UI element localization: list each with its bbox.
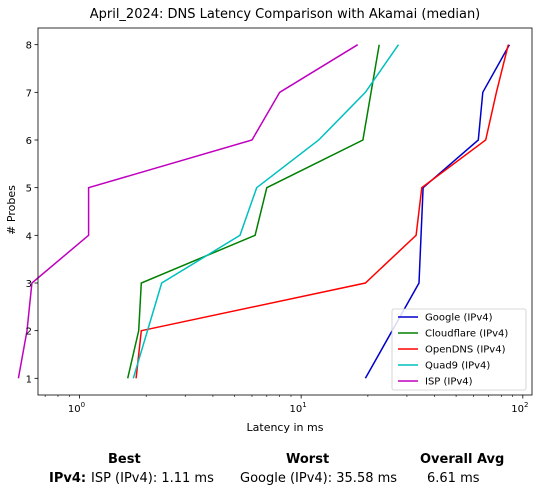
x-axis-label: Latency in ms — [247, 421, 324, 434]
series-line-1 — [126, 44, 380, 379]
y-tick-label-6: 7 — [26, 88, 32, 99]
worst-value: Google (IPv4): 35.58 ms — [240, 471, 398, 486]
best-header: Best — [108, 452, 141, 467]
y-tick-label-1: 2 — [26, 327, 32, 338]
series-line-2 — [135, 44, 510, 379]
y-tick-label-0: 1 — [26, 374, 32, 385]
x-tick-label-1: 101 — [290, 401, 307, 415]
x-tick-label-2: 102 — [511, 401, 528, 415]
latency-chart: April_2024: DNS Latency Comparison with … — [5, 7, 533, 434]
x-tick-label-0: 100 — [68, 401, 85, 415]
legend-label-3: Quad9 (IPv4) — [425, 361, 490, 372]
y-tick-label-3: 4 — [26, 231, 32, 242]
legend-label-1: Cloudflare (IPv4) — [425, 329, 508, 340]
legend-label-4: ISP (IPv4) — [425, 377, 473, 388]
ipv4-row-label: IPv4: — [49, 471, 87, 486]
overall-avg-value: 6.61 ms — [427, 471, 480, 486]
legend-label-2: OpenDNS (IPv4) — [425, 345, 506, 356]
legend-label-0: Google (IPv4) — [425, 313, 493, 324]
y-axis-label: # Probes — [5, 185, 18, 235]
y-tick-label-7: 8 — [26, 41, 32, 52]
series-line-3 — [132, 44, 400, 379]
series-line-4 — [17, 44, 359, 379]
summary-table: Best Worst Overall Avg IPv4: ISP (IPv4):… — [0, 448, 541, 496]
plot-frame — [37, 27, 533, 396]
y-tick-label-5: 6 — [26, 136, 32, 147]
worst-header: Worst — [286, 452, 330, 467]
series-line-0 — [364, 44, 511, 379]
y-tick-label-4: 5 — [26, 184, 32, 195]
y-tick-label-2: 3 — [26, 279, 32, 290]
legend-box — [391, 308, 527, 391]
legend: Google (IPv4) Cloudflare (IPv4) OpenDNS (I… — [391, 308, 527, 391]
best-value: ISP (IPv4): 1.11 ms — [91, 471, 214, 486]
chart-title: April_2024: DNS Latency Comparison with … — [90, 7, 481, 22]
overall-avg-header: Overall Avg — [420, 452, 505, 467]
